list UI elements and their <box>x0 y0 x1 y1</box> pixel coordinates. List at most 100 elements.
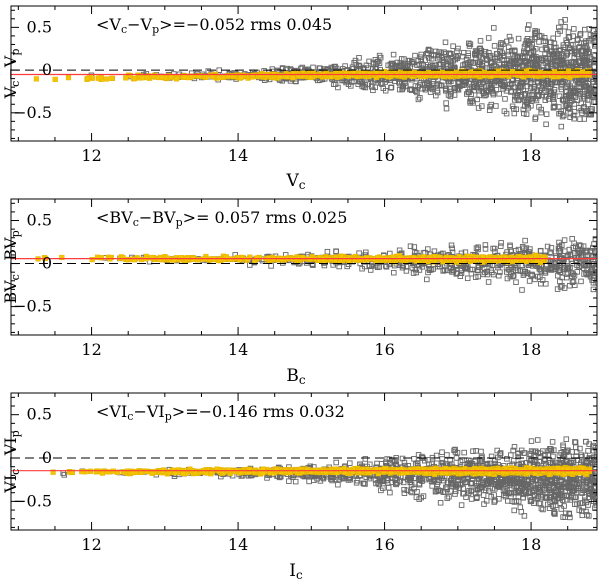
open-marker <box>464 476 470 482</box>
open-marker <box>427 476 434 482</box>
open-marker <box>473 55 479 61</box>
open-marker <box>391 269 397 276</box>
stats-annotation-part: <BV <box>96 208 133 227</box>
open-marker <box>512 489 519 496</box>
open-marker <box>524 101 531 108</box>
filled-marker <box>284 74 290 80</box>
open-marker <box>559 113 566 120</box>
open-marker <box>399 85 406 92</box>
open-marker <box>478 448 484 455</box>
open-marker <box>587 88 593 94</box>
open-marker <box>475 105 482 111</box>
open-marker <box>569 488 576 494</box>
open-marker <box>547 83 554 90</box>
open-marker <box>538 109 544 116</box>
filled-marker <box>237 257 243 263</box>
open-marker <box>558 78 565 85</box>
open-marker <box>560 42 567 48</box>
open-marker <box>513 498 520 504</box>
open-marker <box>383 263 389 269</box>
open-marker <box>498 44 504 50</box>
filled-marker <box>375 255 381 261</box>
filled-marker <box>123 75 129 81</box>
open-marker <box>542 266 549 273</box>
y-axis-label: BVc−BVp <box>1 230 22 303</box>
open-marker <box>551 99 557 105</box>
open-marker <box>574 481 581 488</box>
y-axis-label-part: c <box>9 81 22 87</box>
y-axis-label-part: p <box>9 49 22 56</box>
open-marker <box>448 242 455 249</box>
open-marker <box>588 35 595 42</box>
open-marker <box>448 88 454 95</box>
open-marker <box>553 255 560 261</box>
open-marker <box>552 459 559 466</box>
open-marker <box>414 89 420 96</box>
open-marker <box>414 489 420 495</box>
open-marker <box>557 278 563 285</box>
open-marker <box>422 85 428 91</box>
open-marker <box>526 278 533 284</box>
open-marker <box>479 62 485 69</box>
open-marker <box>508 88 515 94</box>
open-marker <box>496 272 502 279</box>
open-marker <box>449 249 456 256</box>
open-marker <box>560 444 566 450</box>
open-marker <box>521 245 527 251</box>
y-tick-label: −0.5 <box>13 103 52 122</box>
filled-marker <box>120 255 126 261</box>
open-marker <box>587 61 593 67</box>
filled-marker <box>217 256 223 263</box>
open-marker <box>509 77 515 84</box>
open-marker <box>536 459 542 465</box>
open-marker <box>407 488 414 495</box>
open-marker <box>458 502 465 508</box>
open-marker <box>340 475 347 482</box>
open-marker <box>397 478 403 484</box>
open-marker <box>563 493 569 499</box>
open-marker <box>510 272 517 279</box>
open-marker <box>329 477 335 484</box>
open-marker <box>400 60 407 67</box>
open-marker <box>560 257 566 263</box>
open-marker <box>473 245 480 251</box>
open-marker <box>505 48 512 55</box>
filled-marker <box>497 255 504 261</box>
open-marker <box>362 456 369 462</box>
filled-marker <box>157 256 163 262</box>
open-marker <box>502 96 508 102</box>
open-marker <box>424 276 430 283</box>
filled-marker <box>489 73 495 79</box>
filled-marker <box>346 73 352 79</box>
open-marker <box>572 439 578 445</box>
open-marker <box>425 269 431 276</box>
open-marker <box>542 270 549 276</box>
panel-1: 12 14 16 18−0.500.5Vc <box>10 5 598 192</box>
open-marker <box>542 87 548 94</box>
open-marker <box>532 34 539 41</box>
open-marker <box>378 487 384 494</box>
open-marker <box>532 116 538 122</box>
open-marker <box>578 278 584 285</box>
open-marker <box>534 78 541 85</box>
open-marker <box>444 495 451 501</box>
filled-marker <box>225 73 231 79</box>
open-marker <box>460 485 466 492</box>
open-marker <box>470 448 476 454</box>
open-marker <box>566 510 573 517</box>
open-marker <box>593 270 597 276</box>
filled-marker <box>528 255 534 261</box>
open-marker <box>511 507 517 514</box>
open-marker <box>292 478 299 485</box>
open-marker <box>577 30 584 37</box>
open-marker <box>491 43 498 49</box>
open-marker <box>578 40 584 46</box>
open-marker <box>474 96 480 103</box>
open-marker <box>466 40 472 47</box>
open-marker <box>397 60 404 66</box>
stats-annotation-part: >= 0.057 rms 0.025 <box>183 208 348 227</box>
panel-1-points <box>33 17 597 130</box>
open-marker <box>576 242 583 248</box>
open-marker <box>481 266 488 272</box>
filled-marker <box>209 73 216 79</box>
